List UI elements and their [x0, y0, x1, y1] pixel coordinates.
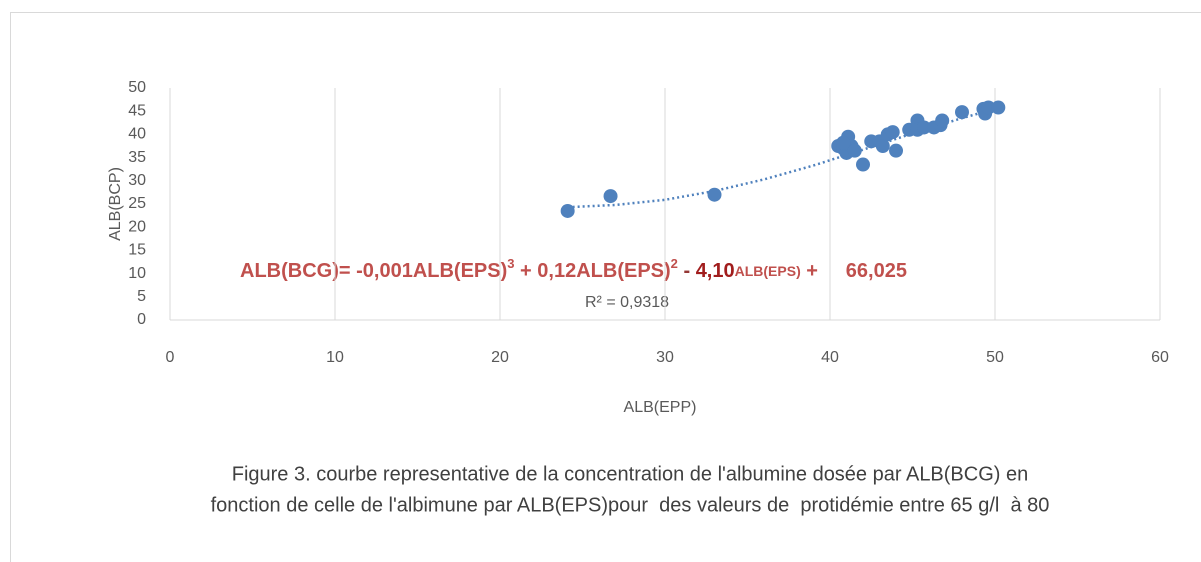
x-tick-label: 50 [986, 349, 1004, 366]
y-tick-label: 5 [137, 288, 146, 305]
y-tick-label: 45 [128, 102, 146, 119]
equation-part: 3 [507, 256, 514, 271]
data-point [991, 100, 1006, 115]
equation-part: - [678, 260, 696, 282]
data-point [875, 139, 890, 153]
data-point [856, 157, 870, 172]
data-point [847, 143, 862, 158]
data-point [836, 135, 851, 150]
x-tick-label: 60 [1151, 349, 1169, 366]
y-tick-label: 25 [128, 195, 146, 212]
data-point [603, 189, 618, 204]
y-tick-label: 50 [128, 79, 146, 96]
data-point [981, 100, 996, 115]
caption-line: fonction de celle de l'albimune par ALB(… [211, 494, 1050, 516]
x-tick-label: 10 [326, 349, 344, 366]
equation-part: 4,10 [696, 260, 735, 282]
equation: ALB(BCG)= -0,001ALB(EPS)3 + 0,12ALB(EPS)… [240, 256, 907, 282]
equation-part: + 0,12ALB(EPS) [515, 260, 671, 282]
y-tick-label: 30 [128, 172, 146, 189]
y-tick-label: 15 [128, 242, 146, 259]
data-point [707, 187, 722, 202]
r-squared: R² = 0,9318 [585, 294, 669, 311]
equation-part: 2 [671, 256, 678, 271]
x-axis-label: ALB(EPP) [624, 399, 697, 416]
data-point [955, 105, 969, 120]
x-tick-label: 0 [166, 349, 175, 366]
y-tick-label: 10 [128, 265, 146, 282]
y-tick-label: 0 [137, 311, 146, 328]
y-tick-label: 20 [128, 218, 146, 235]
x-tick-label: 40 [821, 349, 839, 366]
x-tick-label: 20 [491, 349, 509, 366]
equation-part: ALB(EPS) [735, 263, 801, 279]
y-tick-label: 35 [128, 149, 146, 166]
y-axis-label: ALB(BCP) [107, 167, 124, 241]
data-point [560, 203, 575, 218]
y-tick-label: 40 [128, 126, 146, 143]
equation-part: + 66,025 [801, 260, 907, 282]
data-point [889, 143, 903, 158]
data-point [917, 120, 932, 135]
caption-line: Figure 3. courbe representative de la co… [232, 463, 1029, 485]
equation-part: ALB(BCG)= -0,001ALB(EPS) [240, 260, 507, 282]
data-point [935, 113, 950, 128]
x-tick-label: 30 [656, 349, 674, 366]
data-point [885, 125, 900, 140]
